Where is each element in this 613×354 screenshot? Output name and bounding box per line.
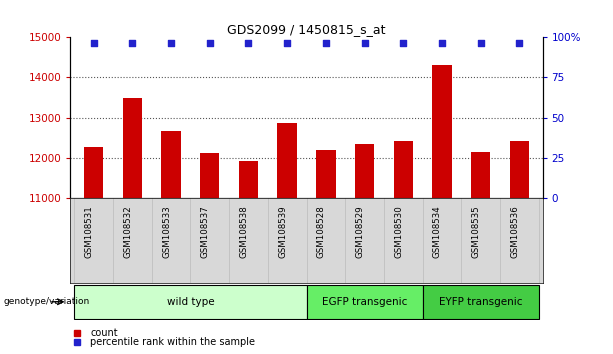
- Text: GSM108530: GSM108530: [394, 205, 403, 258]
- Bar: [422, 285, 539, 319]
- Bar: [123, 98, 142, 198]
- Text: GSM108532: GSM108532: [123, 205, 132, 258]
- Point: [360, 40, 370, 46]
- Point: [476, 40, 485, 46]
- Text: GSM108534: GSM108534: [433, 205, 442, 258]
- Text: GSM108537: GSM108537: [201, 205, 210, 258]
- Point: [321, 40, 331, 46]
- Bar: [239, 161, 258, 198]
- Bar: [74, 285, 306, 319]
- Text: EYFP transgenic: EYFP transgenic: [439, 297, 522, 307]
- Text: percentile rank within the sample: percentile rank within the sample: [90, 337, 255, 347]
- Bar: [394, 141, 413, 198]
- Point: [128, 40, 137, 46]
- Point: [398, 40, 408, 46]
- Text: GSM108538: GSM108538: [240, 205, 248, 258]
- Text: genotype/variation: genotype/variation: [3, 297, 89, 306]
- Point: [282, 40, 292, 46]
- Point: [205, 40, 215, 46]
- Point: [89, 40, 99, 46]
- Text: wild type: wild type: [167, 297, 215, 307]
- Title: GDS2099 / 1450815_s_at: GDS2099 / 1450815_s_at: [227, 23, 386, 36]
- Bar: [278, 123, 297, 198]
- Text: count: count: [90, 329, 118, 338]
- Text: EGFP transgenic: EGFP transgenic: [322, 297, 407, 307]
- Bar: [316, 150, 335, 198]
- Text: GSM108539: GSM108539: [278, 205, 287, 258]
- Text: GSM108529: GSM108529: [356, 205, 365, 258]
- Text: GSM108535: GSM108535: [471, 205, 481, 258]
- Bar: [161, 131, 181, 198]
- Bar: [200, 153, 219, 198]
- Bar: [509, 142, 529, 198]
- Bar: [306, 285, 422, 319]
- Bar: [471, 152, 490, 198]
- Point: [166, 40, 176, 46]
- Text: GSM108528: GSM108528: [317, 205, 326, 258]
- Text: GSM108531: GSM108531: [85, 205, 94, 258]
- Point: [437, 40, 447, 46]
- Text: GSM108533: GSM108533: [162, 205, 171, 258]
- Point: [243, 40, 253, 46]
- Bar: [84, 147, 104, 198]
- Text: GSM108536: GSM108536: [510, 205, 519, 258]
- Bar: [355, 144, 374, 198]
- Bar: [432, 65, 452, 198]
- Point: [514, 40, 524, 46]
